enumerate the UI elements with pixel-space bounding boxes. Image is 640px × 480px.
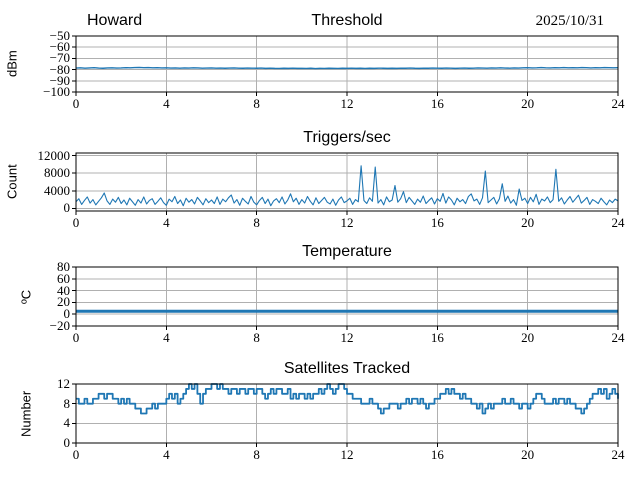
plot-area-temperature	[72, 266, 619, 330]
y-tick-label: 0	[63, 306, 71, 322]
x-tick-label: 16	[430, 96, 444, 111]
x-tick-label: 4	[163, 215, 170, 230]
x-tick-label: 0	[72, 447, 80, 462]
y-tick-label: 20	[57, 294, 70, 310]
x-tick-label: 20	[521, 96, 535, 111]
x-tick-label: 8	[253, 96, 260, 111]
y-tick-label: 4000	[44, 182, 70, 198]
y-tick-label: 0	[63, 200, 71, 216]
x-tick-label: 16	[430, 447, 444, 462]
x-tick-label: 16	[430, 215, 444, 230]
x-tick-label: 4	[163, 96, 170, 111]
plot-area-satellites	[72, 383, 619, 447]
plot-area-triggers	[72, 152, 619, 215]
y-tick-label: 8000	[44, 165, 70, 181]
data-series-satellites	[76, 383, 619, 415]
y-tick-label: 40	[57, 282, 70, 298]
x-tick-label: 24	[611, 96, 625, 111]
y-tick-label: −90	[49, 72, 70, 88]
x-tick-label: 12	[340, 330, 354, 345]
plot-title-triggers: Triggers/sec	[303, 129, 391, 146]
y-tick-label: 4	[63, 415, 71, 431]
plot-title-temperature: Temperature	[302, 243, 392, 260]
y-tick-label: −50	[49, 28, 70, 43]
y-tick-label: 12000	[37, 147, 71, 163]
x-tick-label: 24	[611, 330, 625, 345]
y-tick-label: −70	[49, 50, 70, 66]
y-tick-label: 60	[57, 270, 70, 286]
y-tick-label: −20	[49, 318, 70, 333]
y-tick-label: −60	[49, 39, 70, 55]
plot-title-threshold: Threshold	[311, 12, 383, 29]
x-tick-label: 8	[253, 330, 260, 345]
x-tick-label: 8	[253, 215, 260, 230]
x-tick-label: 4	[163, 447, 170, 462]
x-tick-label: 12	[340, 96, 354, 111]
y-tick-label: 12	[57, 376, 70, 391]
y-tick-label: 80	[57, 259, 70, 274]
data-series-triggers	[75, 165, 619, 207]
y-tick-label: −100	[43, 84, 70, 99]
plot-area-threshold	[72, 35, 619, 96]
y-tick-label: 0	[63, 435, 71, 450]
date-title: 2025/10/31	[535, 13, 604, 29]
x-tick-label: 12	[340, 447, 354, 462]
x-tick-label: 20	[521, 215, 535, 230]
x-tick-label: 0	[72, 215, 80, 230]
y-tick-label: 8	[63, 395, 71, 411]
station-title: Howard	[87, 12, 143, 29]
x-tick-label: 24	[611, 447, 625, 462]
x-tick-label: 8	[253, 447, 260, 462]
x-tick-label: 16	[430, 330, 444, 345]
x-tick-label: 20	[521, 330, 535, 345]
x-tick-label: 20	[521, 447, 535, 462]
x-tick-label: 0	[72, 330, 80, 345]
x-tick-label: 4	[163, 330, 170, 345]
x-tick-label: 0	[72, 96, 80, 111]
x-tick-label: 24	[611, 215, 625, 230]
x-tick-label: 12	[340, 215, 354, 230]
data-series-threshold	[75, 66, 619, 70]
plot-title-satellites: Satellites Tracked	[283, 360, 411, 377]
y-tick-label: −80	[49, 61, 70, 77]
